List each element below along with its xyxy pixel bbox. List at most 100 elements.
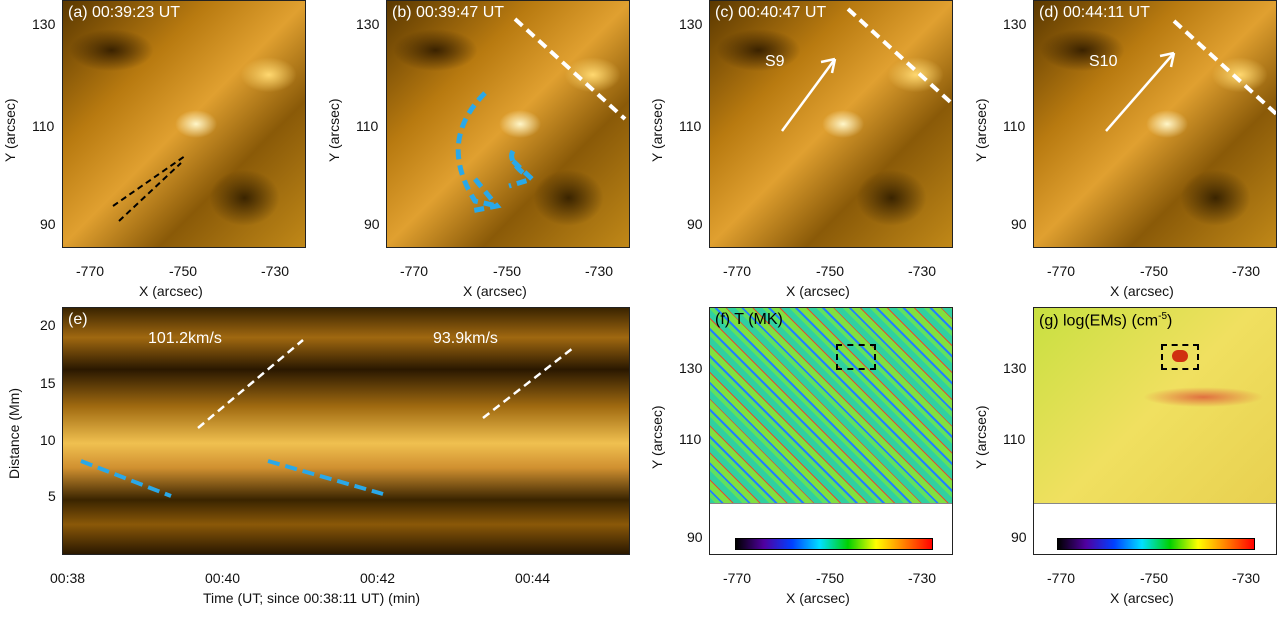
y-tick-label: 130: [679, 16, 703, 32]
white-dashed-line: [482, 347, 574, 419]
velocity-label: 101.2km/s: [148, 330, 222, 347]
y-tick-label: 110: [356, 118, 379, 134]
panel-c: (c) 00:40:47 UT S9: [709, 0, 953, 248]
annotation-layer: [455, 17, 627, 214]
y-tick-label: 110: [1003, 118, 1026, 134]
y-tick-label: 130: [356, 16, 380, 32]
white-arrow: [1105, 52, 1175, 132]
panel-title: (c) 00:40:47 UT: [715, 4, 827, 21]
x-tick-label: -730: [585, 263, 614, 279]
blue-dashed-arrow: [455, 91, 537, 214]
x-tick-label: -750: [1140, 263, 1169, 279]
x-tick-label: -770: [1047, 263, 1076, 279]
x-tick-label: 00:40: [205, 570, 241, 586]
annotation-layer: [80, 339, 574, 498]
white-dashed-line: [1172, 19, 1276, 117]
x-tick-label: -730: [1232, 570, 1261, 586]
black-dashed-line: [118, 162, 182, 222]
white-dashed-line: [197, 339, 304, 429]
blue-dashed-line: [267, 459, 384, 496]
black-dashed-line: [112, 155, 186, 207]
panel-title: (f) T (MK): [715, 311, 783, 328]
panel-b: (b) 00:39:47 UT: [386, 0, 630, 248]
title-text: (g) log(EMs) (cm: [1039, 312, 1159, 330]
annotation-layer: [710, 308, 953, 555]
y-tick-label: 15: [40, 375, 56, 391]
panel-title: (a) 00:39:23 UT: [68, 4, 181, 21]
panel-title: (d) 00:44:11 UT: [1039, 4, 1150, 21]
y-tick-label: 5: [48, 488, 56, 504]
y-tick-label: 90: [687, 529, 703, 545]
x-axis-label: X (arcsec): [1110, 283, 1174, 299]
y-axis-label: Y (arcsec): [649, 98, 665, 162]
structure-label: S10: [1089, 53, 1118, 70]
panel-title: (e): [68, 311, 88, 328]
y-tick-label: 90: [40, 216, 56, 232]
white-dashed-line: [846, 7, 952, 107]
dashed-box: [836, 344, 876, 370]
y-axis-label: Y (arcsec): [973, 405, 989, 469]
arrow-head: [830, 58, 837, 74]
x-tick-label: -750: [169, 263, 198, 279]
panel-e: (e) 101.2km/s 93.9km/s: [62, 307, 630, 555]
title-end: ): [1167, 312, 1173, 330]
x-axis-label: X (arcsec): [139, 283, 203, 299]
y-axis-label: Y (arcsec): [649, 405, 665, 469]
arrow-head: [1159, 51, 1175, 58]
panel-title: (g) log(EMs) (cm-5): [1039, 311, 1172, 330]
x-tick-label: -770: [723, 570, 752, 586]
x-tick-label: -750: [493, 263, 522, 279]
colorbar: [1057, 538, 1255, 550]
arrow-head: [820, 57, 836, 64]
dashed-box: [1161, 344, 1199, 370]
x-tick-label: -730: [908, 570, 937, 586]
y-tick-label: 90: [687, 216, 703, 232]
x-tick-label: -730: [1232, 263, 1261, 279]
panel-g: (g) log(EMs) (cm-5): [1033, 307, 1277, 555]
panel-f: (f) T (MK): [709, 307, 953, 555]
y-tick-label: 20: [40, 317, 56, 333]
arrow-head: [1169, 52, 1176, 68]
y-tick-label: 110: [1003, 431, 1026, 447]
x-tick-label: -750: [1140, 570, 1169, 586]
x-tick-label: -770: [723, 263, 752, 279]
colorbar: [735, 538, 933, 550]
map-image: [1034, 308, 1276, 506]
y-axis-label: Y (arcsec): [326, 98, 342, 162]
y-tick-label: 90: [364, 216, 380, 232]
x-tick-label: 00:42: [360, 570, 396, 586]
velocity-label: 93.9km/s: [433, 330, 498, 347]
x-tick-label: -750: [816, 263, 845, 279]
y-axis-label: Y (arcsec): [2, 98, 18, 162]
y-tick-label: 110: [32, 118, 55, 134]
y-tick-label: 110: [679, 118, 702, 134]
x-tick-label: 00:44: [515, 570, 551, 586]
x-tick-label: -750: [816, 570, 845, 586]
y-tick-label: 130: [32, 16, 56, 32]
annotation-layer: [1034, 308, 1277, 555]
hot-spot: [1172, 350, 1188, 362]
y-axis-label: Distance (Mm): [6, 387, 22, 479]
y-tick-label: 10: [40, 432, 56, 448]
panel-title: (b) 00:39:47 UT: [392, 4, 505, 21]
x-tick-label: -730: [908, 263, 937, 279]
x-axis-label: X (arcsec): [463, 283, 527, 299]
map-image: [710, 308, 952, 506]
x-axis-label: X (arcsec): [1110, 590, 1174, 606]
annotation-layer: [780, 7, 952, 132]
x-axis-label: X (arcsec): [786, 283, 850, 299]
y-tick-label: 130: [1003, 16, 1027, 32]
structure-label: S9: [765, 53, 785, 70]
x-axis-label: X (arcsec): [786, 590, 850, 606]
annotation-layer: [112, 155, 186, 222]
x-axis-label: Time (UT; since 00:38:11 UT) (min): [203, 590, 421, 606]
white-dashed-line: [513, 17, 627, 121]
x-tick-label: -770: [1047, 570, 1076, 586]
panel-a: (a) 00:39:23 UT: [62, 0, 306, 248]
y-tick-label: 130: [679, 360, 703, 376]
y-tick-label: 110: [679, 431, 702, 447]
x-tick-label: -770: [400, 263, 429, 279]
y-tick-label: 90: [1011, 529, 1027, 545]
x-tick-label: -770: [76, 263, 105, 279]
y-tick-label: 90: [1011, 216, 1027, 232]
